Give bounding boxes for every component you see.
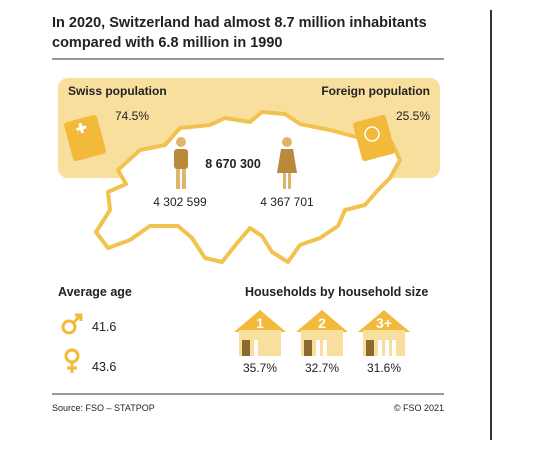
person [323, 340, 327, 356]
door [366, 340, 374, 356]
household-share: 35.7% [243, 361, 277, 375]
swiss-passport [64, 114, 106, 162]
men-population: 4 302 599 [153, 195, 207, 209]
person [254, 340, 258, 356]
women-population: 4 367 701 [260, 195, 314, 209]
household-share: 32.7% [305, 361, 339, 375]
women-age: 43.6 [92, 360, 116, 374]
foreign-share: 25.5% [396, 109, 430, 123]
swiss-share: 74.5% [115, 109, 149, 123]
household-size: 2 [318, 315, 326, 331]
person [316, 340, 320, 356]
households-title: Households by household size [245, 285, 428, 299]
house: 2 32.7% [296, 310, 348, 375]
foreign-label: Foreign population [321, 84, 430, 98]
swiss-label: Swiss population [68, 84, 167, 98]
female-symbol [64, 348, 80, 373]
door [304, 340, 312, 356]
roof [358, 310, 410, 332]
age-title: Average age [58, 285, 132, 299]
woman-icon [277, 137, 297, 189]
roof [234, 310, 286, 332]
male-symbol [61, 313, 83, 335]
household-size: 1 [256, 315, 264, 331]
house: 1 35.7% [234, 310, 286, 375]
person [392, 340, 396, 356]
roof [296, 310, 348, 332]
house: 3+ 31.6% [358, 310, 410, 375]
man-icon [174, 137, 188, 189]
men-age: 41.6 [92, 320, 116, 334]
total-population: 8 670 300 [205, 157, 261, 171]
copyright: © FSO 2021 [394, 403, 444, 413]
household-size: 3+ [376, 315, 392, 331]
door [242, 340, 250, 356]
title: compared with 6.8 million in 1990 [52, 35, 282, 51]
foreign-passport [353, 114, 395, 162]
household-share: 31.6% [367, 361, 401, 375]
person [385, 340, 389, 356]
switzerland-map [94, 110, 402, 264]
source: Source: FSO – STATPOP [52, 403, 155, 413]
person [378, 340, 382, 356]
title: In 2020, Switzerland had almost 8.7 mill… [52, 15, 427, 31]
